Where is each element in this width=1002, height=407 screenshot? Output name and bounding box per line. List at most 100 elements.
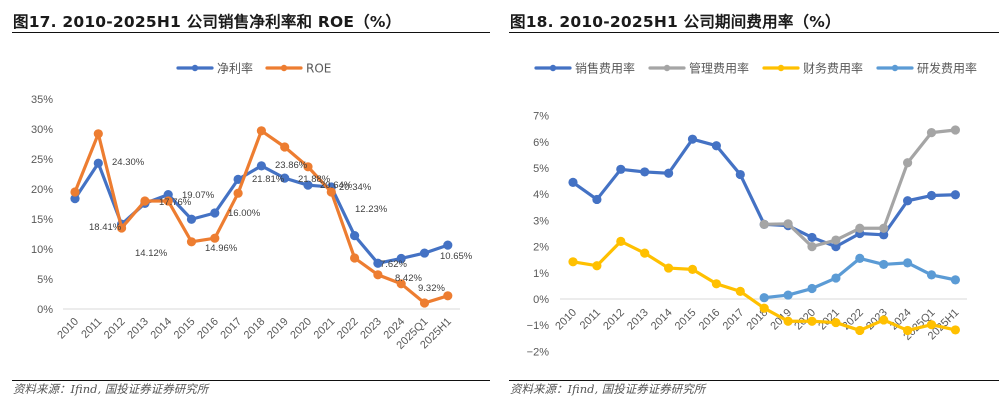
- data-point: [903, 196, 913, 206]
- y-axis: −2% −1% 0% 1% 2% 3% 4% 5% 6% 7%: [527, 111, 550, 359]
- series-1: [70, 126, 453, 308]
- data-point: [396, 279, 406, 289]
- legend-label-0: 销售费用率: [575, 61, 635, 76]
- x-tick-label: 2016: [697, 307, 723, 333]
- data-point: [711, 279, 721, 289]
- legend: 净利率 ROE: [176, 61, 331, 76]
- data-point: [664, 168, 674, 178]
- data-point: [831, 235, 841, 245]
- data-point: [326, 187, 336, 197]
- data-point: [210, 208, 220, 218]
- data-point: [443, 291, 453, 301]
- legend-label-2: 财务费用率: [803, 61, 863, 76]
- data-point: [303, 180, 313, 190]
- x-tick-label: 2014: [649, 307, 675, 333]
- x-tick-label: 2010: [553, 307, 579, 333]
- data-label: 18.41%: [89, 222, 122, 233]
- data-point: [879, 315, 889, 325]
- y-tick-label: −2%: [527, 346, 550, 358]
- legend-marker-0: [191, 64, 199, 72]
- x-tick-label: 2012: [601, 307, 627, 333]
- source-divider: [509, 380, 999, 381]
- data-point: [926, 190, 937, 201]
- data-point: [616, 236, 626, 246]
- data-point: [926, 128, 937, 138]
- legend-marker-0: [549, 64, 557, 72]
- title-divider: [509, 32, 999, 33]
- data-point: [783, 219, 793, 229]
- y-tick-label: 5%: [533, 163, 549, 175]
- y-tick-label: 15%: [31, 214, 53, 226]
- x-tick-label: 2020: [288, 316, 314, 342]
- data-point: [926, 270, 937, 280]
- legend-item: 财务费用率: [762, 61, 863, 76]
- data-point: [186, 214, 197, 224]
- data-point: [256, 161, 266, 171]
- data-point: [855, 223, 865, 233]
- data-label: 10.65%: [440, 251, 473, 262]
- x-tick-label: 2022: [335, 316, 361, 342]
- y-tick-label: 2%: [533, 242, 549, 254]
- x-tick-label: 2011: [79, 316, 104, 341]
- series-0: [70, 158, 453, 268]
- figure-17-panel: 图17. 2010-2025H1 公司销售净利率和 ROE（%） 净利率 ROE 0…: [0, 0, 500, 407]
- series-3: [759, 253, 960, 303]
- data-point: [350, 253, 360, 263]
- y-tick-label: 20%: [31, 184, 53, 196]
- x-tick-label: 2013: [625, 307, 651, 333]
- net-margin-roe-chart: 净利率 ROE 0% 5% 10% 15% 20% 25% 30% 35% 201020112012…: [31, 61, 473, 352]
- data-point: [687, 264, 698, 274]
- legend-marker-1: [663, 64, 671, 72]
- data-labels: 18.41% 24.30% 14.12% 17.76%19.07% 14.96% 16.0…: [89, 157, 473, 294]
- data-point: [186, 237, 197, 247]
- data-point: [664, 263, 674, 273]
- y-tick-label: 4%: [533, 189, 549, 201]
- x-tick-label: 2014: [149, 316, 175, 342]
- data-point: [879, 223, 889, 233]
- data-point: [640, 248, 650, 258]
- data-point: [903, 258, 913, 268]
- data-point: [117, 223, 127, 233]
- data-point: [568, 177, 578, 188]
- data-point: [350, 231, 360, 241]
- data-point: [759, 219, 769, 229]
- data-point: [950, 275, 960, 285]
- x-tick-label: 2017: [218, 316, 244, 342]
- data-label: 23.86%: [275, 160, 308, 171]
- data-point: [783, 316, 793, 326]
- data-point: [783, 290, 793, 300]
- data-point: [419, 298, 430, 308]
- data-point: [280, 142, 290, 152]
- y-tick-label: 3%: [533, 215, 549, 227]
- data-point: [93, 129, 103, 139]
- data-point: [759, 293, 769, 303]
- data-label: 9.32%: [418, 283, 445, 294]
- x-tick-label: 2015: [673, 307, 699, 333]
- legend-label-1: 管理费用率: [689, 61, 749, 76]
- data-point: [903, 325, 913, 336]
- y-tick-label: 6%: [533, 137, 549, 149]
- figure-18-source: 资料来源：Ifind, 国投证券证券研究所: [510, 382, 706, 396]
- x-axis: 2010201120122013201420152016201720182019…: [553, 307, 961, 343]
- y-tick-label: 10%: [31, 244, 53, 256]
- data-point: [592, 194, 602, 205]
- data-point: [373, 258, 383, 268]
- data-point: [640, 167, 650, 177]
- legend-item: 研发费用率: [876, 61, 977, 76]
- y-tick-label: 25%: [31, 154, 53, 166]
- series-0: [568, 134, 960, 252]
- data-point: [950, 190, 960, 200]
- data-point: [831, 317, 841, 328]
- legend-item: 管理费用率: [648, 61, 749, 76]
- data-label: 14.96%: [205, 243, 238, 254]
- y-tick-label: 30%: [31, 124, 53, 136]
- x-tick-label: 2017: [721, 307, 747, 333]
- data-point: [70, 194, 80, 204]
- x-tick-label: 2011: [578, 307, 603, 332]
- expense-ratio-chart: 销售费用率 管理费用率 财务费用率 研发费用率 −2% −1% 0% 1% 2% 3% 4% 5% 6%…: [527, 61, 977, 359]
- data-point: [396, 253, 406, 264]
- data-point: [568, 257, 578, 267]
- legend-label-1: ROE: [306, 62, 331, 76]
- data-label: 20.64%: [320, 180, 353, 191]
- data-point: [950, 125, 960, 135]
